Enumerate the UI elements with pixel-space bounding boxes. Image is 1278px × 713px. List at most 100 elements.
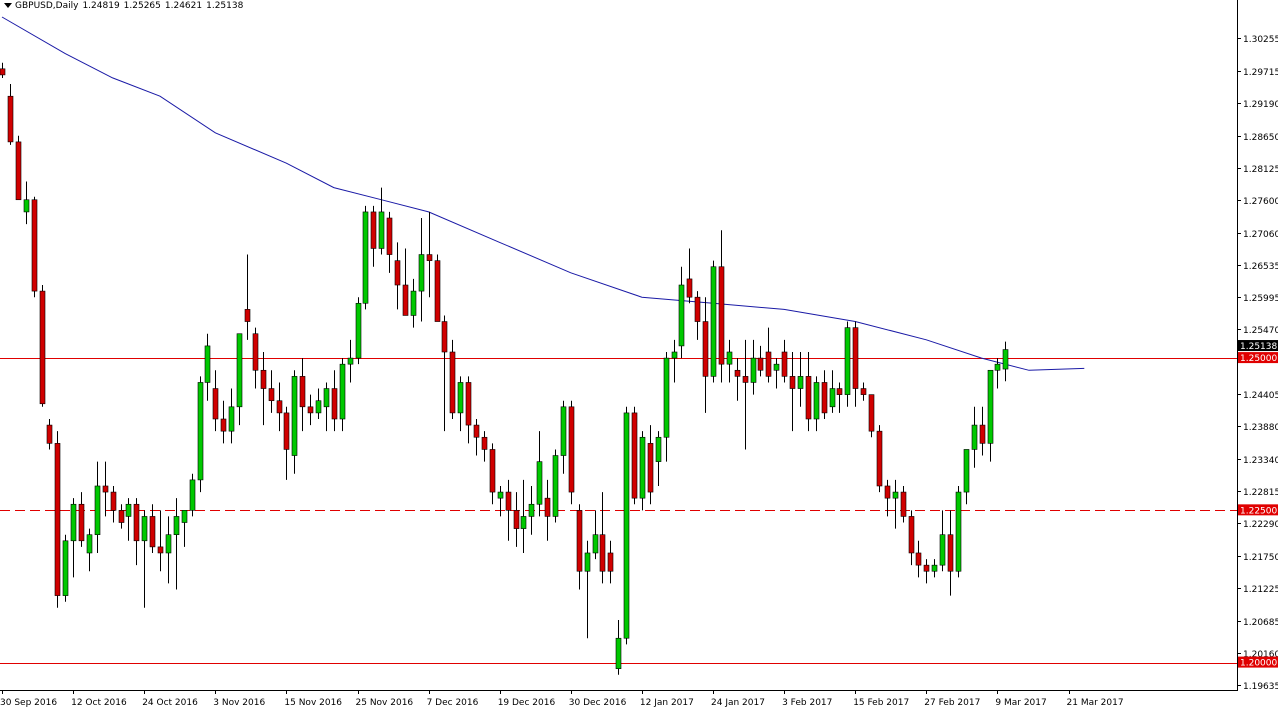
- y-tick-label: 1.29190: [1243, 100, 1278, 110]
- candle-body: [268, 388, 275, 402]
- candle-body: [702, 321, 709, 377]
- candle-body: [355, 302, 362, 359]
- axes: [0, 0, 1238, 691]
- candle-body: [860, 388, 867, 395]
- low-value: 1.24621: [164, 1, 203, 11]
- candle-body: [726, 351, 733, 365]
- candle-body: [829, 388, 836, 408]
- candle-body: [173, 516, 180, 536]
- y-tick-label: 1.25470: [1243, 326, 1278, 336]
- candle-body: [505, 491, 512, 511]
- y-tick-label: 1.21225: [1243, 585, 1278, 595]
- candle-body: [307, 406, 314, 414]
- candle-body: [718, 266, 725, 365]
- candle-body: [852, 327, 859, 389]
- candle-body: [520, 516, 527, 529]
- candle-body: [576, 510, 583, 572]
- candle-body: [236, 333, 243, 408]
- x-tick-label: 30 Dec 2016: [569, 698, 627, 708]
- open-value: 1.24819: [82, 1, 120, 11]
- price-badges: 1.25000 1.20000 1.22500 1.25138: [1238, 340, 1278, 669]
- symbol-label: GBPUSD,Daily: [15, 1, 79, 11]
- y-tick-label: 1.24405: [1243, 391, 1278, 401]
- candle-body: [568, 406, 575, 493]
- candle-body: [915, 552, 922, 566]
- candle-body: [994, 363, 1001, 371]
- candle-body: [228, 406, 235, 432]
- candle-body: [497, 491, 504, 499]
- x-tick-label: 21 Mar 2017: [1067, 698, 1124, 708]
- y-tick-label: 1.23880: [1243, 423, 1278, 433]
- moving-average: [1, 16, 1085, 371]
- x-tick-label: 24 Jan 2017: [711, 698, 765, 708]
- candle-body: [31, 199, 38, 292]
- level-badge-bg: [1238, 656, 1278, 668]
- candle-body: [939, 534, 946, 566]
- candle-body: [489, 449, 496, 493]
- x-tick-label: 3 Feb 2017: [782, 698, 832, 708]
- candle-body: [418, 254, 425, 292]
- candle-body: [244, 309, 251, 322]
- candle-body: [283, 412, 290, 450]
- candle-body: [844, 327, 851, 395]
- candle-body: [892, 491, 899, 499]
- candle-body: [513, 510, 520, 529]
- candle-body: [212, 388, 219, 420]
- y-tick-label: 1.22290: [1243, 520, 1278, 530]
- x-tick-label: 12 Jan 2017: [640, 698, 694, 708]
- candle-body: [481, 436, 488, 450]
- candle-body: [599, 534, 606, 572]
- y-tick-label: 1.27060: [1243, 230, 1278, 240]
- candle-body: [133, 503, 140, 542]
- x-tick-label: 15 Nov 2016: [284, 698, 342, 708]
- x-tick-label: 24 Oct 2016: [142, 698, 198, 708]
- candle-body: [189, 479, 196, 511]
- candle-body: [647, 443, 654, 493]
- candle-body: [742, 376, 749, 383]
- candle-body: [315, 400, 322, 414]
- candle-body: [181, 510, 188, 523]
- y-tick-label: 1.26535: [1243, 262, 1278, 272]
- x-tick-label: 7 Dec 2016: [427, 698, 479, 708]
- candle-body: [0, 68, 6, 76]
- candle-body: [876, 430, 883, 487]
- y-tick-label: 1.23340: [1243, 456, 1278, 466]
- level-badge-text: 1.25000: [1240, 354, 1277, 364]
- candle-body: [931, 564, 938, 572]
- candle-body: [678, 284, 685, 347]
- candle-body: [607, 552, 614, 572]
- level-badge-text: 1.22500: [1240, 506, 1277, 516]
- candle-body: [299, 376, 306, 408]
- candle-body: [900, 491, 907, 517]
- candle-body: [908, 516, 915, 554]
- candle-body: [781, 351, 788, 377]
- y-tick-label: 1.21750: [1243, 553, 1278, 563]
- y-tick-label: 1.29715: [1243, 68, 1278, 78]
- candle-body: [734, 369, 741, 377]
- candle-body: [149, 516, 156, 548]
- y-tick-label: 1.25995: [1243, 294, 1278, 304]
- candle-body: [276, 400, 283, 414]
- candle-body: [884, 485, 891, 499]
- candle-body: [62, 540, 69, 596]
- candle-body: [426, 254, 433, 261]
- current-price-badge-text: 1.25138: [1240, 342, 1277, 352]
- candle-body: [947, 534, 954, 572]
- candle-body: [118, 510, 125, 523]
- candle-body: [710, 266, 717, 377]
- candle-body: [465, 382, 472, 426]
- candle-body: [631, 412, 638, 499]
- x-tick-label: 19 Dec 2016: [498, 698, 556, 708]
- y-tick-label: 1.22815: [1243, 488, 1278, 498]
- dropdown-arrow-icon[interactable]: [4, 3, 12, 8]
- candle-body: [663, 357, 670, 438]
- level-badge-bg: [1238, 504, 1278, 516]
- candle-body: [323, 388, 330, 408]
- candle-body: [15, 141, 22, 201]
- candle-body: [434, 260, 441, 322]
- candle-body: [378, 211, 385, 249]
- y-tick-label: 1.30255: [1243, 35, 1278, 45]
- candle-body: [157, 546, 164, 554]
